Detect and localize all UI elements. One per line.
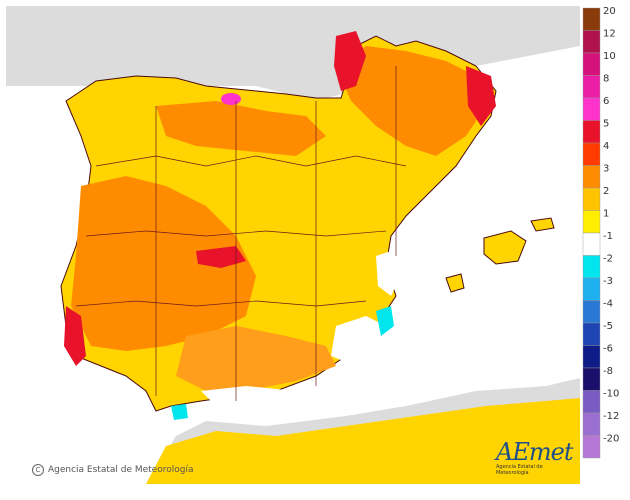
copyright-icon: C xyxy=(32,464,44,476)
legend-label: -1 xyxy=(603,231,613,242)
legend-swatch xyxy=(582,210,601,234)
legend-label: -20 xyxy=(603,434,619,445)
legend-label: 8 xyxy=(603,74,609,85)
legend-label: 3 xyxy=(603,164,609,175)
logo-wordmark: AEmet xyxy=(496,438,573,466)
credit-text: Agencia Estatal de Meteorología xyxy=(48,465,194,475)
anomaly-red-portugal xyxy=(64,306,86,366)
anomaly-orange-west xyxy=(71,176,256,351)
legend-swatch xyxy=(582,435,601,459)
legend-label: 12 xyxy=(603,29,616,40)
anomaly-orange-north xyxy=(156,101,326,156)
legend-swatch xyxy=(582,345,601,369)
legend-swatch xyxy=(582,390,601,414)
anomaly-cyan-gibraltar xyxy=(171,404,188,420)
legend-swatch xyxy=(582,232,601,256)
balearic-ibiza xyxy=(445,273,465,293)
legend-label: 10 xyxy=(603,51,616,62)
anomaly-neutral-andalusia xyxy=(201,384,346,408)
balearic-menorca xyxy=(530,217,555,232)
anomaly-africa-coast xyxy=(146,398,580,484)
legend-label: 1 xyxy=(603,209,609,220)
credit: C Agencia Estatal de Meteorología xyxy=(32,464,194,476)
legend-swatch xyxy=(582,187,601,211)
anomaly-neutral-valencia xyxy=(376,251,401,296)
legend-swatch xyxy=(582,120,601,144)
legend-label: -12 xyxy=(603,411,619,422)
balearic-mallorca xyxy=(483,230,527,265)
anomaly-neutral-southeast xyxy=(331,316,386,366)
anomaly-red-catalonia xyxy=(466,66,496,126)
province-borders xyxy=(75,66,407,401)
anomaly-orange-south xyxy=(176,326,336,391)
legend-swatch xyxy=(582,75,601,99)
legend-swatch xyxy=(582,165,601,189)
anomaly-red-central xyxy=(196,246,246,268)
legend-label: -2 xyxy=(603,254,613,265)
legend-swatch xyxy=(582,97,601,121)
legend-label: -10 xyxy=(603,389,619,400)
legend-swatch xyxy=(582,277,601,301)
legend-label: -5 xyxy=(603,321,613,332)
legend-label: -3 xyxy=(603,276,613,287)
legend-swatch xyxy=(582,412,601,436)
legend-swatch xyxy=(582,255,601,279)
anomaly-magenta-navarra xyxy=(221,93,241,105)
logo-subtitle: Agencia Estatal de Meteorología xyxy=(496,464,543,476)
anomaly-red-pyrenees xyxy=(334,31,366,91)
legend-label: 20 xyxy=(603,6,616,17)
aemet-logo: AEmet Agencia Estatal de Meteorología xyxy=(496,438,576,478)
anomaly-cyan-murcia xyxy=(376,306,394,336)
legend-label: 4 xyxy=(603,141,609,152)
legend-swatch xyxy=(582,300,601,324)
legend-label: 5 xyxy=(603,119,609,130)
legend-label: -8 xyxy=(603,366,613,377)
legend-swatch xyxy=(582,7,601,31)
legend-swatch xyxy=(582,52,601,76)
legend-swatch xyxy=(582,142,601,166)
legend-swatch xyxy=(582,30,601,54)
legend-label: -6 xyxy=(603,344,613,355)
legend-label: -4 xyxy=(603,299,613,310)
anomaly-orange-east xyxy=(336,46,486,156)
legend-label: 2 xyxy=(603,186,609,197)
legend-swatch xyxy=(582,367,601,391)
legend-label: 6 xyxy=(603,96,609,107)
anomaly-map xyxy=(6,6,580,484)
legend-swatch xyxy=(582,322,601,346)
